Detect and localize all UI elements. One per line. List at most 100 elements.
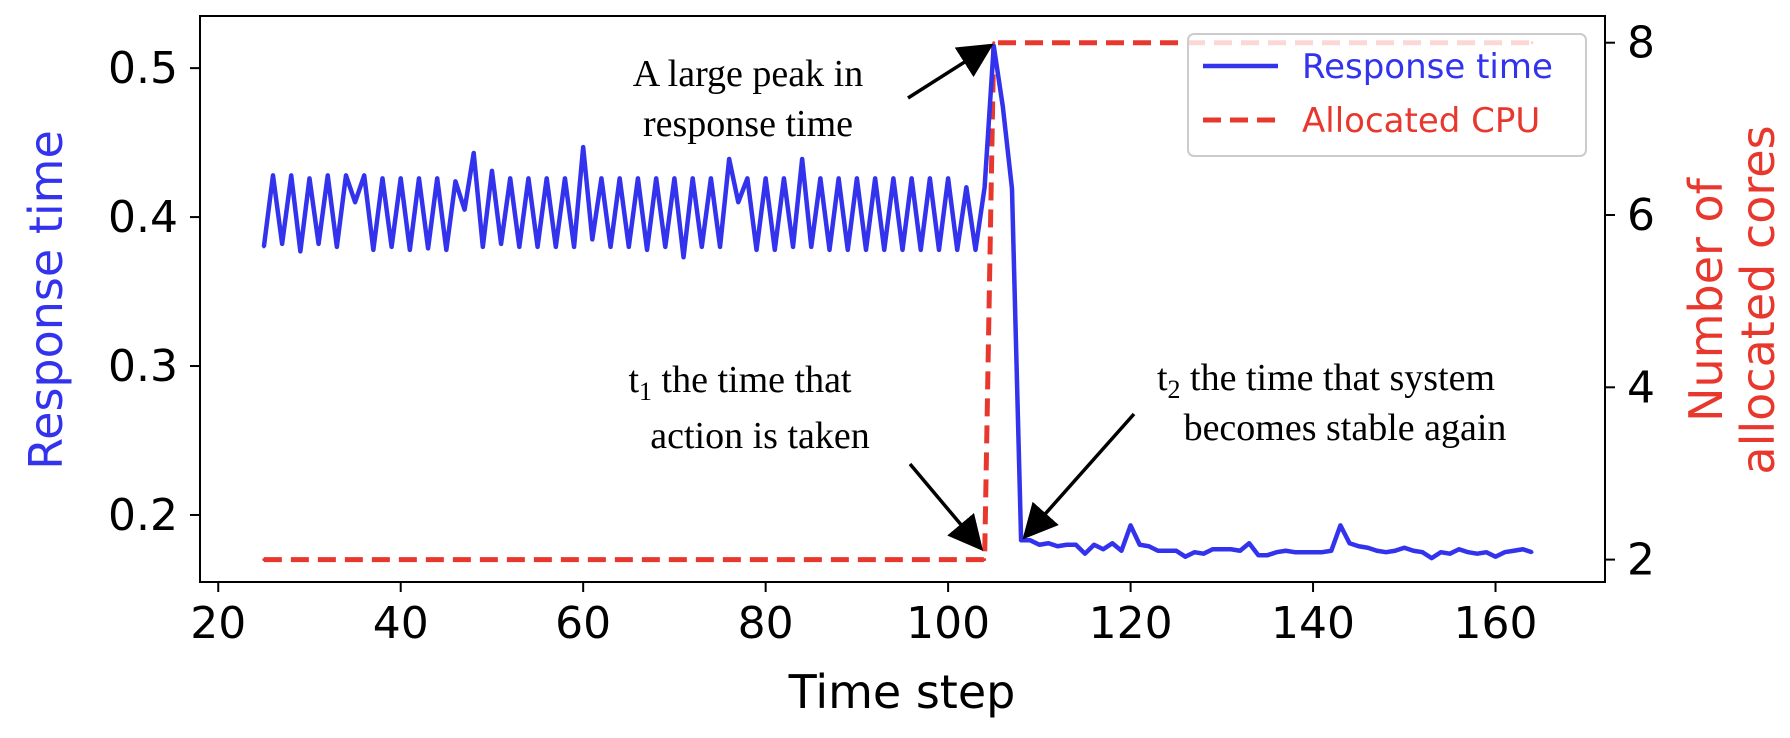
response-time-point: [399, 176, 403, 180]
response-time-point: [1138, 543, 1142, 547]
response-time-point: [901, 248, 904, 252]
response-time-point: [1019, 538, 1023, 542]
allocated-cpu-point: [262, 558, 266, 562]
response-time-point: [1037, 543, 1041, 547]
response-time-point: [1320, 550, 1324, 554]
annotation-peak-arrow: [907, 43, 994, 100]
legend-frame: [1187, 33, 1587, 157]
annotation-t2-space: [1181, 357, 1191, 399]
response-time-point: [444, 248, 448, 252]
response-time-point: [1311, 550, 1315, 554]
response-time-point: [545, 176, 549, 180]
response-time-point: [1375, 549, 1379, 553]
annotation-t1-space: [652, 359, 662, 401]
response-time-point: [1028, 538, 1032, 542]
plot-area: [199, 15, 1606, 583]
response-time-point: [919, 248, 923, 252]
response-time-point: [280, 242, 284, 246]
response-time-point: [1494, 555, 1498, 559]
response-time-point: [1110, 541, 1114, 545]
response-time-point: [700, 245, 704, 249]
response-time-point: [1484, 550, 1488, 554]
response-time-point: [1530, 550, 1534, 554]
response-time-point: [992, 44, 996, 48]
response-time-point: [1393, 549, 1397, 553]
x-tick-label: 160: [1454, 598, 1538, 649]
response-time-point: [682, 255, 686, 259]
annotation-t1-prefix: t: [628, 359, 639, 401]
annotation-t2-line2: becomes stable again: [1184, 407, 1507, 449]
response-time-point: [353, 200, 357, 204]
response-time-point: [882, 248, 886, 252]
y-left-axis-ticks: 0.2 0.3 0.4 0.5: [108, 43, 200, 541]
x-axis-ticks: 20 40 60 80 100 120 140 160: [190, 582, 1538, 649]
response-time-point: [846, 248, 850, 252]
response-time-point: [1247, 541, 1251, 545]
response-time-point: [490, 169, 494, 173]
response-time-point: [508, 176, 512, 180]
response-time-point: [536, 245, 540, 249]
response-time-point: [1475, 552, 1479, 556]
response-time-point: [1293, 550, 1297, 554]
response-time-point: [590, 237, 594, 241]
annotation-peak: A large peak in response time: [633, 43, 994, 145]
response-time-point: [417, 176, 421, 180]
response-time-point: [672, 176, 676, 180]
y-left-axis-title: Response time: [19, 130, 73, 469]
annotation-t1-line1: t1 the time that: [628, 359, 851, 406]
response-time-point: [1366, 546, 1370, 550]
response-time-point: [800, 157, 804, 161]
response-time-point: [289, 173, 293, 177]
y-right-tick-label: 2: [1627, 535, 1655, 586]
annotation-t2-subscript: 2: [1168, 375, 1181, 404]
response-time-point: [1338, 523, 1342, 527]
response-time-point: [426, 246, 430, 250]
response-time-point: [745, 176, 749, 180]
response-time-point: [563, 176, 567, 180]
response-time-point: [335, 245, 339, 249]
response-time-point: [572, 245, 576, 249]
response-time-point: [1147, 544, 1151, 548]
response-time-point: [1238, 549, 1242, 553]
response-time-point: [271, 173, 275, 177]
response-time-point: [1046, 541, 1050, 545]
legend: Response time Allocated CPU: [1187, 33, 1587, 157]
response-time-point: [1421, 550, 1425, 554]
x-axis-title: Time step: [788, 665, 1016, 719]
response-time-point: [627, 245, 631, 249]
response-time-point: [964, 185, 968, 189]
response-time-point: [937, 248, 941, 252]
y-left-tick-label: 0.2: [108, 490, 178, 541]
y-right-tick-label: 4: [1627, 362, 1655, 413]
response-time-point: [773, 248, 777, 252]
response-time-point: [727, 157, 731, 161]
annotation-t2-line1: t2 the time that system: [1157, 357, 1495, 404]
response-time-point: [554, 245, 558, 249]
response-time-point: [873, 176, 877, 180]
response-time-point: [1466, 550, 1470, 554]
response-time-point: [654, 176, 658, 180]
response-time-point: [435, 176, 439, 180]
response-time-point: [517, 245, 521, 249]
response-time-point: [599, 176, 603, 180]
response-time-point: [718, 245, 722, 249]
response-time-point: [1512, 549, 1516, 553]
response-time-point: [1101, 547, 1105, 551]
response-time-point: [481, 245, 485, 249]
response-time-point: [499, 242, 503, 246]
x-tick-label: 40: [373, 598, 429, 649]
response-time-point: [298, 249, 302, 253]
response-time-point: [1265, 553, 1269, 557]
x-tick-label: 140: [1271, 598, 1355, 649]
response-time-point: [581, 145, 585, 149]
response-time-point: [764, 176, 768, 180]
response-time-point: [1202, 552, 1206, 556]
response-time-point: [1074, 543, 1078, 547]
response-time-point: [755, 248, 759, 252]
response-time-point: [453, 179, 457, 183]
response-time-point: [1329, 549, 1333, 553]
annotation-t2-text: the time that system: [1190, 357, 1495, 399]
response-time-point: [1010, 187, 1014, 191]
response-time-point: [891, 176, 895, 180]
